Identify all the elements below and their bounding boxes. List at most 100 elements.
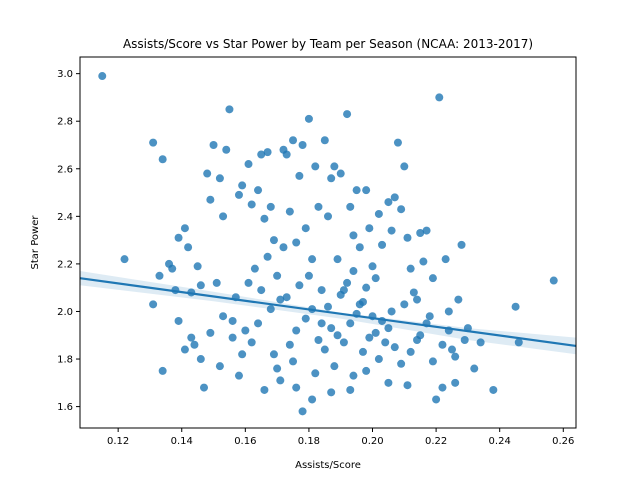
scatter-point <box>349 371 358 380</box>
scatter-point <box>320 345 329 354</box>
scatter-point <box>295 281 304 290</box>
scatter-point <box>276 295 285 304</box>
scatter-point <box>219 312 228 321</box>
scatter-point <box>158 155 167 164</box>
y-tick-label: 2.8 <box>57 117 73 128</box>
scatter-point <box>184 243 193 252</box>
scatter-point <box>304 271 313 280</box>
scatter-point <box>209 140 218 149</box>
scatter-point <box>371 274 380 283</box>
scatter-point <box>276 376 285 385</box>
scatter-point <box>343 278 352 287</box>
scatter-point <box>311 162 320 171</box>
scatter-point <box>311 369 320 378</box>
scatter-point <box>432 395 441 404</box>
scatter-point <box>282 293 291 302</box>
scatter-point <box>174 316 183 325</box>
scatter-point <box>254 186 263 195</box>
regression-layer <box>79 277 577 348</box>
scatter-point <box>403 381 412 390</box>
scatter-point <box>393 138 402 147</box>
scatter-point <box>349 231 358 240</box>
scatter-point <box>476 338 485 347</box>
scatter-point <box>390 193 399 202</box>
scatter-point <box>203 169 212 178</box>
scatter-point <box>362 186 371 195</box>
scatter-point <box>282 150 291 159</box>
scatter-point <box>292 383 301 392</box>
scatter-point <box>365 333 374 342</box>
scatter-point <box>298 407 307 416</box>
scatter-point <box>279 243 288 252</box>
scatter-point <box>368 262 377 271</box>
scatter-point <box>266 202 275 211</box>
scatter-point <box>343 110 352 119</box>
x-tick-label: 0.20 <box>361 436 383 447</box>
scatter-point <box>327 324 336 333</box>
scatter-point <box>250 264 259 273</box>
scatter-point <box>292 326 301 335</box>
scatter-point <box>193 262 202 271</box>
scatter-point <box>435 93 444 102</box>
scatter-point <box>308 395 317 404</box>
scatter-point <box>419 257 428 266</box>
y-tick-label: 2.6 <box>57 164 73 175</box>
scatter-point <box>384 198 393 207</box>
scatter-point <box>358 347 367 356</box>
scatter-point <box>327 388 336 397</box>
scatter-point <box>451 378 460 387</box>
scatter-point <box>187 333 196 342</box>
scatter-point <box>158 366 167 375</box>
scatter-point <box>457 240 466 249</box>
scatter-point <box>247 200 256 209</box>
scatter-point <box>387 226 396 235</box>
scatter-point <box>228 333 237 342</box>
scatter-point <box>149 138 158 147</box>
scatter-point <box>295 171 304 180</box>
scatter-point <box>273 364 282 373</box>
scatter-point <box>238 350 247 359</box>
scatter-point <box>549 276 558 285</box>
scatter-point <box>374 355 383 364</box>
scatter-point <box>263 148 272 157</box>
scatter-point <box>301 314 310 323</box>
scatter-point <box>327 174 336 183</box>
scatter-point <box>330 362 339 371</box>
scatter-point <box>355 300 364 309</box>
y-tick-label: 3.0 <box>57 69 73 80</box>
x-tick-label: 0.24 <box>489 436 511 447</box>
scatter-point <box>289 357 298 366</box>
scatter-point <box>454 295 463 304</box>
scatter-point <box>387 307 396 316</box>
scatter-point <box>98 72 107 81</box>
scatter-point <box>346 385 355 394</box>
x-tick-label: 0.18 <box>298 436 320 447</box>
scatter-point <box>273 271 282 280</box>
scatter-point <box>346 319 355 328</box>
scatter-point <box>374 209 383 218</box>
tick-layer: 0.12 0.14 0.16 0.18 0.20 0.22 0.24 0.26 1.6 1.8 2.… <box>57 69 574 447</box>
scatter-point <box>266 305 275 314</box>
scatter-point <box>234 371 243 380</box>
x-tick-label: 0.16 <box>234 436 256 447</box>
scatter-point <box>409 288 418 297</box>
scatter-point <box>346 202 355 211</box>
scatter-point <box>422 226 431 235</box>
scatter-point <box>247 338 256 347</box>
scatter-point <box>222 145 231 154</box>
scatter-point <box>428 357 437 366</box>
scatter-point <box>397 359 406 368</box>
scatter-point <box>378 240 387 249</box>
x-tick-label: 0.22 <box>425 436 447 447</box>
scatter-point <box>180 224 189 233</box>
scatter-point <box>254 319 263 328</box>
scatter-point <box>384 378 393 387</box>
scatter-point <box>269 350 278 359</box>
scatter-point <box>190 340 199 349</box>
scatter-point <box>448 345 456 354</box>
scatter-point <box>219 212 228 221</box>
scatter-point <box>511 302 520 311</box>
scatter-point <box>215 174 224 183</box>
